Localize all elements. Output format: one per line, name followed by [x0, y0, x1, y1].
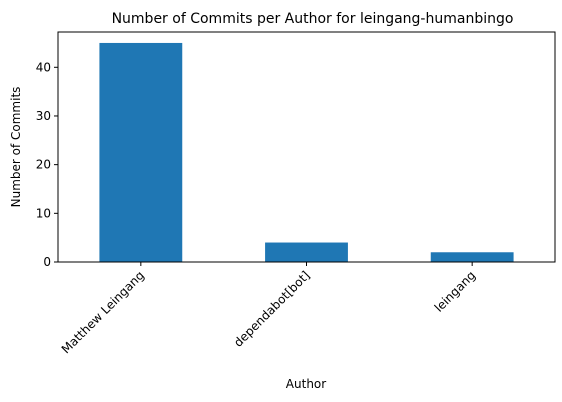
y-tick-label-1: 10 [36, 206, 51, 220]
chart-title: Number of Commits per Author for leingan… [112, 11, 514, 27]
bar-1 [265, 242, 348, 262]
y-axis-label: Number of Commits [9, 87, 23, 208]
x-axis: Matthew Leingang dependabot[bot] leingang [59, 262, 479, 356]
y-tick-label-4: 40 [36, 60, 51, 74]
x-tick-label-0: Matthew Leingang [59, 268, 147, 356]
y-tick-label-2: 20 [36, 158, 51, 172]
bars-group [99, 42, 514, 263]
x-tick-label-1: dependabot[bot] [231, 268, 313, 350]
x-axis-label: Author [286, 377, 326, 391]
y-axis: 0 10 20 30 40 [36, 60, 58, 269]
y-tick-label-0: 0 [43, 255, 51, 269]
bar-2 [430, 252, 514, 262]
x-tick-label-2: leingang [432, 268, 479, 315]
plot-frame [57, 31, 556, 263]
y-tick-label-3: 30 [36, 109, 51, 123]
bar-0 [99, 42, 183, 263]
